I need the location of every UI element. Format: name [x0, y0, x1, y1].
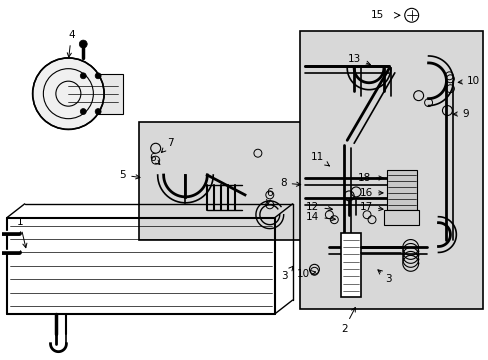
Bar [341, 233, 360, 297]
Circle shape [95, 73, 101, 79]
Circle shape [80, 73, 86, 79]
Text: 10: 10 [296, 269, 315, 279]
Text: 14: 14 [305, 212, 335, 222]
Text: 16: 16 [359, 188, 382, 198]
Circle shape [33, 58, 104, 129]
Bar [383, 210, 418, 225]
Text: 17: 17 [359, 202, 382, 212]
Circle shape [79, 40, 87, 48]
Text: 18: 18 [357, 173, 382, 183]
Bar [386, 170, 416, 210]
Text: 11: 11 [310, 152, 329, 166]
Text: 10: 10 [457, 76, 479, 86]
Text: 4: 4 [67, 30, 75, 57]
Text: 7: 7 [161, 138, 174, 152]
Text: 13: 13 [347, 54, 369, 65]
Text: 6: 6 [266, 188, 273, 204]
Text: 15: 15 [370, 10, 383, 20]
Text: 8: 8 [280, 178, 300, 188]
Circle shape [95, 109, 101, 114]
Text: 12: 12 [305, 202, 332, 212]
Text: 3: 3 [377, 270, 391, 284]
Bar [299, 31, 482, 309]
Text: 9: 9 [452, 108, 468, 118]
Text: 6: 6 [149, 153, 160, 165]
Text: 5: 5 [120, 170, 140, 180]
Text: 1: 1 [17, 217, 27, 248]
Bar [68, 74, 122, 113]
Text: 3: 3 [281, 266, 292, 281]
Text: 2: 2 [340, 307, 355, 334]
Bar [139, 122, 304, 239]
Circle shape [80, 109, 86, 114]
